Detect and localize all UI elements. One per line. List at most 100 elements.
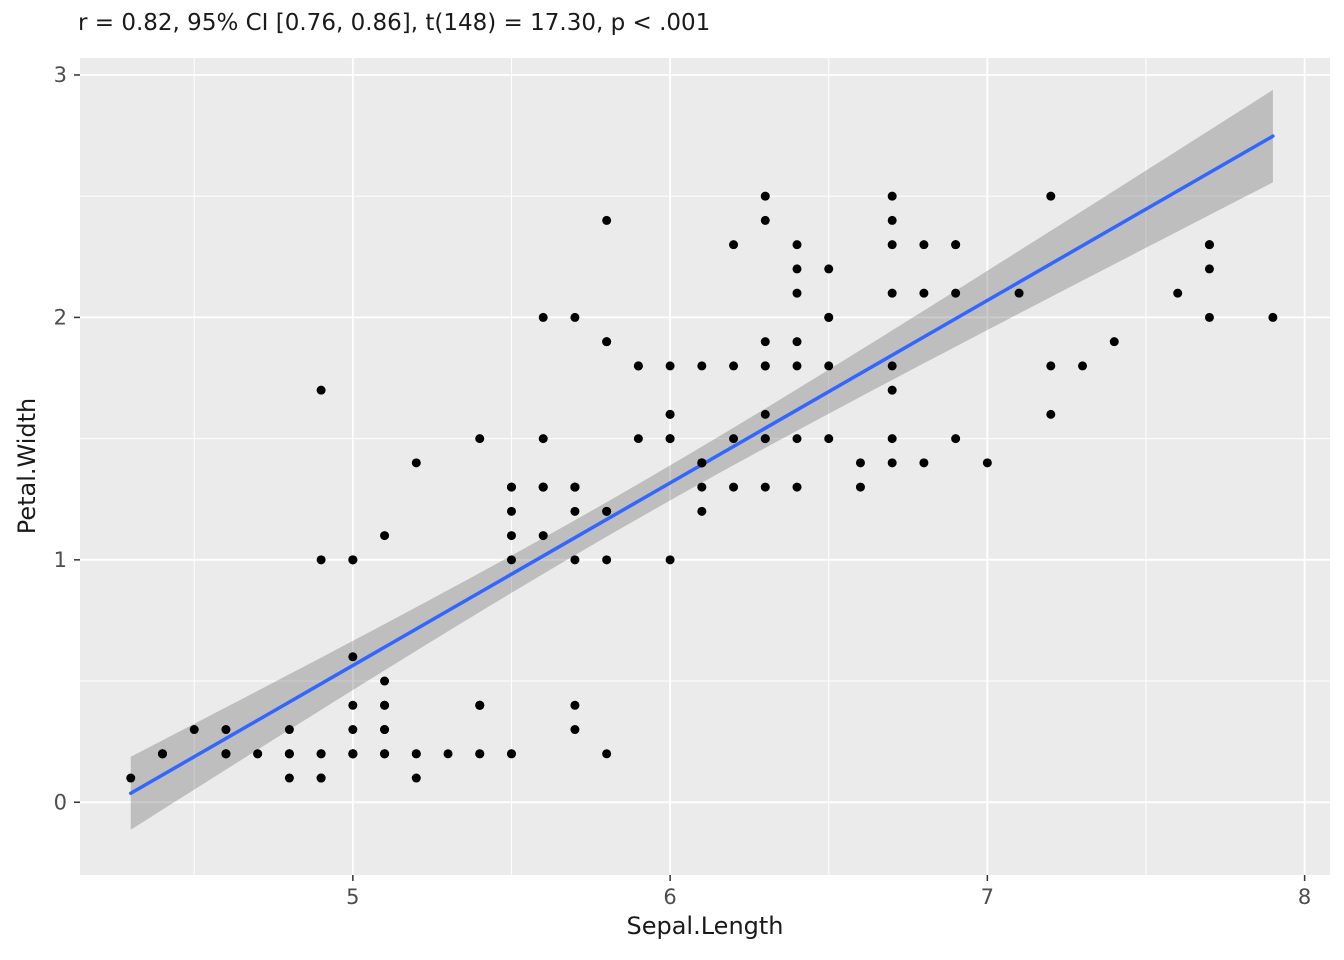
x-tick-label: 5 bbox=[346, 885, 359, 909]
data-point bbox=[665, 361, 675, 371]
data-point bbox=[792, 264, 802, 274]
plot-panel bbox=[80, 58, 1330, 875]
x-axis-title: Sepal.Length bbox=[626, 912, 784, 940]
data-point bbox=[602, 555, 612, 565]
data-point bbox=[792, 288, 802, 298]
data-point bbox=[1268, 312, 1278, 322]
data-point bbox=[538, 312, 548, 322]
data-points bbox=[126, 191, 1278, 783]
data-point bbox=[697, 506, 707, 516]
y-tick-label: 2 bbox=[54, 305, 67, 329]
y-tick-label: 1 bbox=[54, 548, 67, 572]
data-point bbox=[1204, 312, 1214, 322]
data-point bbox=[602, 215, 612, 225]
data-point bbox=[665, 434, 675, 444]
data-point bbox=[506, 506, 516, 516]
data-point bbox=[792, 434, 802, 444]
data-point bbox=[411, 773, 421, 783]
data-point bbox=[506, 531, 516, 541]
data-point bbox=[887, 191, 897, 201]
data-point bbox=[380, 700, 390, 710]
data-point bbox=[316, 555, 326, 565]
data-point bbox=[792, 482, 802, 492]
data-point bbox=[919, 288, 929, 298]
data-point bbox=[1046, 191, 1056, 201]
data-point bbox=[284, 749, 294, 759]
data-point bbox=[538, 531, 548, 541]
data-point bbox=[982, 458, 992, 468]
data-point bbox=[760, 482, 770, 492]
data-point bbox=[729, 482, 739, 492]
y-tick-label: 0 bbox=[54, 790, 67, 814]
data-point bbox=[887, 288, 897, 298]
data-point bbox=[1173, 288, 1183, 298]
data-point bbox=[348, 700, 358, 710]
data-point bbox=[729, 434, 739, 444]
data-point bbox=[792, 337, 802, 347]
data-point bbox=[951, 288, 961, 298]
data-point bbox=[887, 361, 897, 371]
data-point bbox=[126, 773, 136, 783]
data-point bbox=[506, 749, 516, 759]
data-point bbox=[348, 725, 358, 735]
data-point bbox=[284, 773, 294, 783]
data-point bbox=[919, 240, 929, 250]
data-point bbox=[380, 676, 390, 686]
data-point bbox=[633, 434, 643, 444]
x-tick-label: 7 bbox=[981, 885, 994, 909]
data-point bbox=[887, 385, 897, 395]
data-point bbox=[665, 409, 675, 419]
data-point bbox=[506, 555, 516, 565]
data-point bbox=[697, 361, 707, 371]
data-point bbox=[887, 215, 897, 225]
data-point bbox=[729, 361, 739, 371]
data-point bbox=[348, 749, 358, 759]
data-point bbox=[1014, 288, 1024, 298]
data-point bbox=[189, 725, 199, 735]
data-point bbox=[570, 482, 580, 492]
data-point bbox=[824, 264, 834, 274]
data-point bbox=[538, 482, 548, 492]
data-point bbox=[792, 361, 802, 371]
data-point bbox=[951, 240, 961, 250]
data-point bbox=[697, 482, 707, 492]
data-point bbox=[1046, 409, 1056, 419]
data-point bbox=[475, 749, 485, 759]
data-point bbox=[824, 312, 834, 322]
data-point bbox=[506, 482, 516, 492]
data-point bbox=[316, 773, 326, 783]
data-point bbox=[348, 555, 358, 565]
data-point bbox=[1109, 337, 1119, 347]
data-point bbox=[1204, 240, 1214, 250]
axis-ticks: 5 6 7 8 0 1 2 3 bbox=[54, 63, 1312, 909]
data-point bbox=[316, 385, 326, 395]
data-point bbox=[221, 725, 231, 735]
data-point bbox=[665, 555, 675, 565]
data-point bbox=[380, 531, 390, 541]
data-point bbox=[602, 506, 612, 516]
data-point bbox=[570, 725, 580, 735]
data-point bbox=[380, 725, 390, 735]
data-point bbox=[411, 458, 421, 468]
data-point bbox=[380, 749, 390, 759]
data-point bbox=[887, 240, 897, 250]
y-tick-label: 3 bbox=[54, 63, 67, 87]
x-tick-label: 6 bbox=[663, 885, 676, 909]
data-point bbox=[919, 458, 929, 468]
data-point bbox=[411, 749, 421, 759]
data-point bbox=[824, 434, 834, 444]
data-point bbox=[284, 725, 294, 735]
y-axis-title: Petal.Width bbox=[13, 397, 41, 535]
data-point bbox=[221, 749, 231, 759]
data-point bbox=[855, 458, 865, 468]
data-point bbox=[760, 361, 770, 371]
data-point bbox=[602, 337, 612, 347]
data-point bbox=[760, 434, 770, 444]
data-point bbox=[951, 434, 961, 444]
data-point bbox=[1204, 264, 1214, 274]
data-point bbox=[824, 361, 834, 371]
data-point bbox=[316, 749, 326, 759]
data-point bbox=[760, 215, 770, 225]
